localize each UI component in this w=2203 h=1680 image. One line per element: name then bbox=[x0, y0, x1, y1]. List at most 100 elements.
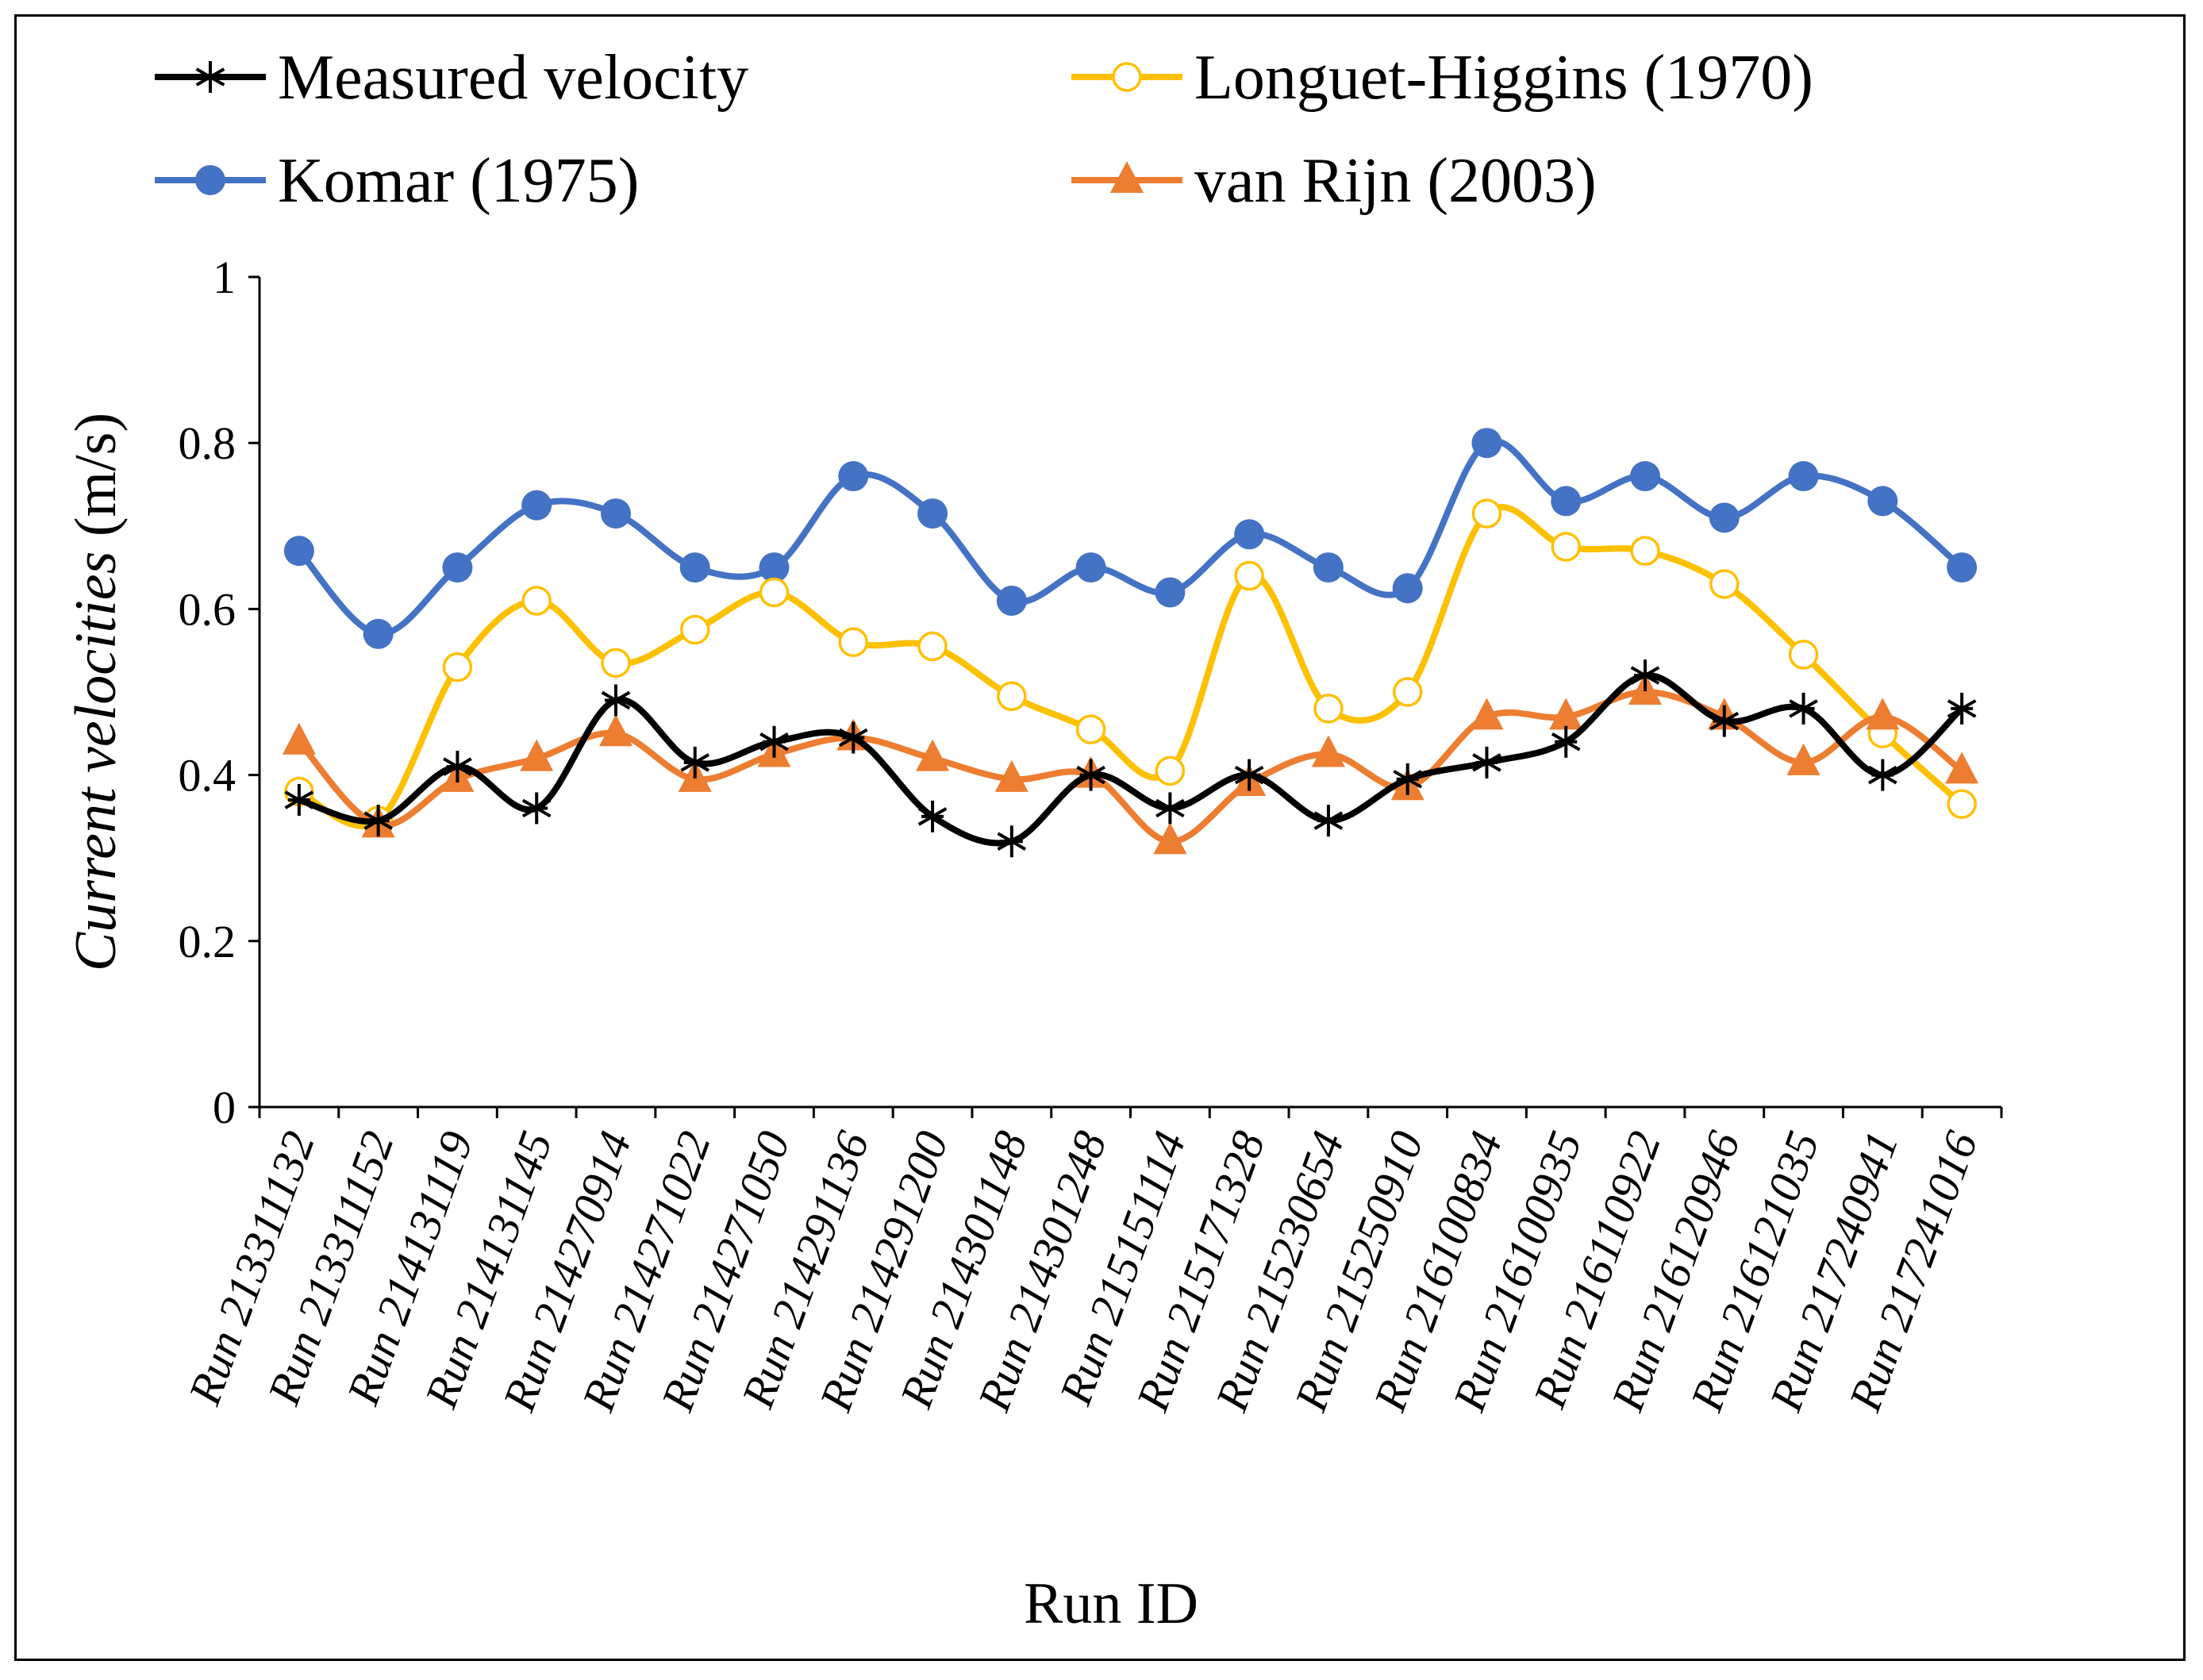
data-point bbox=[994, 759, 1028, 792]
data-point bbox=[1788, 640, 1819, 670]
data-point bbox=[521, 586, 552, 616]
data-point bbox=[680, 746, 710, 778]
data-point bbox=[997, 681, 1027, 711]
y-axis-title-unit: (m/s) bbox=[63, 413, 129, 552]
legend-marker-icon bbox=[1112, 62, 1142, 92]
y-tick-label: 0.2 bbox=[179, 916, 236, 967]
data-point bbox=[1630, 536, 1660, 566]
data-point bbox=[521, 490, 552, 521]
data-point bbox=[1313, 552, 1344, 583]
data-point bbox=[282, 722, 316, 755]
data-point bbox=[838, 627, 869, 657]
data-point bbox=[1311, 735, 1345, 767]
data-point bbox=[1075, 552, 1106, 583]
data-point bbox=[1947, 552, 1978, 583]
data-point bbox=[1630, 659, 1660, 692]
data-point bbox=[1549, 698, 1583, 730]
data-point bbox=[997, 825, 1027, 858]
legend-item-van-rijn-2003-: van Rijn (2003) bbox=[1071, 146, 1597, 216]
data-point bbox=[1155, 755, 1186, 786]
data-point bbox=[1313, 694, 1344, 724]
data-point bbox=[917, 800, 948, 832]
legend-marker-icon bbox=[1110, 161, 1144, 193]
legend-marker-icon bbox=[195, 61, 225, 93]
data-point bbox=[598, 714, 632, 747]
data-point bbox=[917, 498, 948, 529]
legend-item-komar-1975-: Komar (1975) bbox=[155, 146, 639, 216]
y-tick-label: 1 bbox=[213, 252, 236, 303]
data-point bbox=[1788, 461, 1819, 492]
data-point bbox=[1630, 461, 1661, 492]
data-point bbox=[1234, 759, 1264, 791]
data-point bbox=[442, 652, 473, 682]
data-point bbox=[1392, 573, 1423, 604]
data-point bbox=[1947, 789, 1977, 819]
data-point bbox=[996, 585, 1027, 616]
series-line bbox=[296, 437, 1964, 637]
data-point bbox=[1551, 532, 1581, 562]
y-tick-label: 0.4 bbox=[179, 750, 236, 802]
data-point bbox=[1789, 692, 1818, 725]
y-tick-label: 0.8 bbox=[179, 417, 236, 469]
data-point bbox=[1472, 746, 1501, 778]
legend-item-longuet-higgins-1970-: Longuet-Higgins (1970) bbox=[1071, 43, 1813, 113]
data-point bbox=[916, 739, 950, 771]
data-point bbox=[520, 739, 554, 771]
series-group bbox=[282, 428, 1979, 858]
series-longuet-higgins-1970- bbox=[284, 498, 1977, 836]
data-point bbox=[443, 751, 472, 783]
data-point bbox=[601, 648, 631, 679]
data-point bbox=[1867, 486, 1898, 517]
data-point bbox=[363, 805, 393, 837]
data-point bbox=[283, 536, 314, 567]
chart-frame bbox=[14, 14, 2186, 1661]
data-point bbox=[1551, 486, 1582, 517]
legend-item-measured-velocity: Measured velocity bbox=[155, 43, 748, 113]
series-measured-velocity bbox=[284, 659, 1977, 858]
data-point bbox=[442, 552, 473, 583]
data-point bbox=[838, 721, 868, 754]
data-point bbox=[1866, 698, 1900, 730]
data-point bbox=[1947, 692, 1977, 725]
y-axis-title: Current velocities (m/s) bbox=[63, 413, 129, 971]
data-point bbox=[1470, 698, 1504, 730]
data-point bbox=[680, 614, 710, 645]
data-point bbox=[1471, 428, 1502, 459]
legend: Measured velocity Longuet-Higgins (1970) K… bbox=[155, 43, 1813, 216]
y-axis-title-main: Current velocities bbox=[63, 552, 129, 972]
data-point bbox=[1313, 805, 1344, 837]
data-point bbox=[600, 498, 631, 529]
legend-marker-icon bbox=[195, 165, 225, 195]
legend-label: Measured velocity bbox=[278, 43, 748, 113]
data-point bbox=[759, 725, 789, 758]
data-point bbox=[1393, 763, 1423, 795]
y-tick-label: 0 bbox=[213, 1082, 236, 1133]
data-point bbox=[521, 792, 552, 825]
data-point bbox=[759, 552, 790, 583]
data-point bbox=[1709, 705, 1740, 737]
data-point bbox=[1234, 519, 1265, 550]
y-tick-label: 0.6 bbox=[179, 583, 236, 635]
data-point bbox=[759, 577, 790, 608]
data-point bbox=[1709, 502, 1740, 533]
data-point bbox=[1786, 743, 1820, 775]
data-point bbox=[363, 618, 394, 649]
x-axis-title: Run ID bbox=[1024, 1571, 1198, 1636]
legend-label: Longuet-Higgins (1970) bbox=[1194, 43, 1813, 113]
data-point bbox=[1155, 792, 1185, 825]
legend-label: Komar (1975) bbox=[278, 146, 639, 216]
data-point bbox=[1868, 759, 1897, 791]
data-point bbox=[1551, 725, 1581, 758]
legend-label: van Rijn (2003) bbox=[1194, 146, 1597, 216]
data-point bbox=[1075, 714, 1106, 744]
data-point bbox=[1392, 677, 1423, 707]
series-line bbox=[298, 672, 1964, 847]
data-point bbox=[601, 684, 631, 717]
series-line bbox=[298, 504, 1964, 829]
data-point bbox=[679, 552, 710, 583]
data-point bbox=[284, 783, 314, 816]
data-point bbox=[838, 461, 869, 492]
data-point bbox=[1153, 822, 1187, 855]
